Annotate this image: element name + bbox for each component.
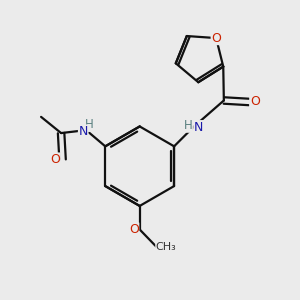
Text: O: O: [250, 95, 260, 109]
Text: H: H: [184, 119, 192, 132]
Text: N: N: [79, 125, 88, 138]
Text: O: O: [50, 153, 60, 166]
Text: CH₃: CH₃: [156, 242, 177, 252]
Text: H: H: [85, 118, 94, 131]
Text: O: O: [211, 32, 221, 45]
Text: O: O: [129, 223, 139, 236]
Text: N: N: [194, 121, 203, 134]
